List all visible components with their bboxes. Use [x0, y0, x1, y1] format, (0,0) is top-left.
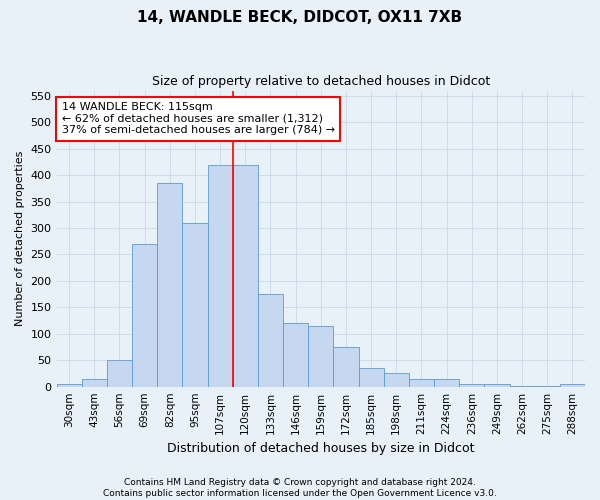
Title: Size of property relative to detached houses in Didcot: Size of property relative to detached ho… — [152, 75, 490, 88]
Bar — [182, 223, 208, 386]
Bar — [560, 384, 585, 386]
Bar — [132, 244, 157, 386]
Bar — [107, 360, 132, 386]
Bar — [56, 384, 82, 386]
Bar — [484, 384, 509, 386]
Bar — [208, 164, 233, 386]
Bar — [383, 374, 409, 386]
Text: 14, WANDLE BECK, DIDCOT, OX11 7XB: 14, WANDLE BECK, DIDCOT, OX11 7XB — [137, 10, 463, 25]
Text: Contains HM Land Registry data © Crown copyright and database right 2024.
Contai: Contains HM Land Registry data © Crown c… — [103, 478, 497, 498]
Bar — [459, 384, 484, 386]
Bar — [82, 378, 107, 386]
Bar — [283, 323, 308, 386]
X-axis label: Distribution of detached houses by size in Didcot: Distribution of detached houses by size … — [167, 442, 475, 455]
Bar — [334, 347, 359, 387]
Bar — [157, 183, 182, 386]
Bar — [308, 326, 334, 386]
Text: 14 WANDLE BECK: 115sqm
← 62% of detached houses are smaller (1,312)
37% of semi-: 14 WANDLE BECK: 115sqm ← 62% of detached… — [62, 102, 335, 136]
Bar — [409, 378, 434, 386]
Bar — [233, 164, 258, 386]
Bar — [258, 294, 283, 386]
Bar — [359, 368, 383, 386]
Bar — [434, 378, 459, 386]
Y-axis label: Number of detached properties: Number of detached properties — [15, 151, 25, 326]
